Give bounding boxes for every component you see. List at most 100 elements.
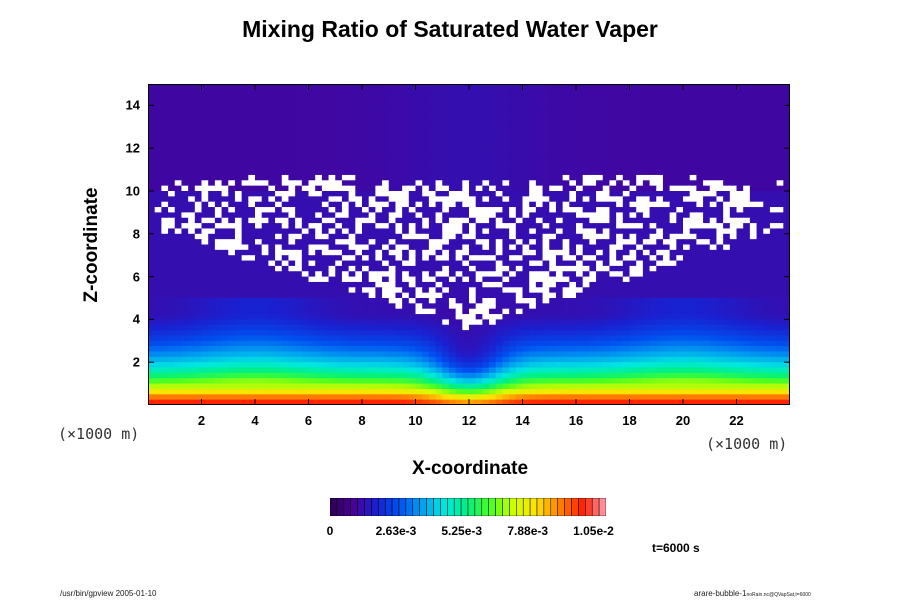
heatmap-cell (736, 292, 744, 299)
heatmap-cell (489, 223, 497, 230)
heatmap-cell (408, 271, 417, 278)
cloud-cell (368, 292, 376, 299)
heatmap-cell (703, 126, 711, 133)
heatmap-cell (422, 260, 430, 267)
heatmap-cell (729, 298, 738, 304)
cloud-cell (355, 271, 363, 278)
heatmap-cell (188, 335, 196, 342)
heatmap-cell (301, 105, 310, 112)
heatmap-cell (482, 89, 490, 96)
heatmap-cell (509, 164, 517, 171)
heatmap-cell (783, 105, 790, 112)
heatmap-cell (616, 324, 624, 331)
heatmap-cell (148, 158, 156, 165)
heatmap-cell (482, 121, 490, 128)
heatmap-cell (275, 137, 283, 144)
heatmap-cell (602, 89, 611, 96)
heatmap-cell (348, 292, 356, 299)
heatmap-cell (221, 153, 229, 160)
heatmap-cell (642, 281, 651, 288)
heatmap-cell (763, 121, 771, 128)
heatmap-cell (194, 340, 203, 347)
heatmap-cell (301, 287, 310, 294)
heatmap-cell (515, 201, 524, 208)
heatmap-cell (214, 228, 223, 235)
heatmap-cell (696, 314, 704, 320)
cloud-cell (248, 180, 256, 187)
heatmap-cell (555, 281, 564, 288)
heatmap-cell (241, 158, 249, 165)
heatmap-cell (408, 116, 417, 123)
cloud-cell (723, 201, 731, 208)
heatmap-cell (629, 228, 637, 235)
heatmap-cell (622, 330, 631, 337)
heatmap-cell (562, 196, 570, 203)
cloud-cell (502, 265, 510, 272)
heatmap-cell (161, 100, 169, 106)
heatmap-cell (341, 121, 350, 128)
heatmap-cell (555, 121, 564, 128)
cloud-cell (181, 185, 189, 192)
cloud-cell (763, 228, 771, 235)
heatmap-cell (703, 324, 711, 331)
heatmap-cell (201, 298, 209, 304)
cloud-cell (736, 191, 744, 197)
cloud-cell (388, 287, 397, 294)
heatmap-cell (629, 292, 637, 299)
heatmap-cell (335, 89, 343, 96)
heatmap-cell (328, 137, 336, 144)
heatmap-cell (214, 265, 223, 272)
heatmap-cell (696, 276, 704, 283)
cloud-cell (696, 191, 704, 197)
heatmap-cell (562, 308, 570, 315)
heatmap-cell (295, 303, 303, 310)
heatmap-cell (596, 153, 604, 160)
heatmap-cell (295, 174, 303, 181)
heatmap-cell (174, 308, 183, 315)
heatmap-cell (174, 196, 183, 203)
heatmap-cell (676, 110, 684, 117)
cloud-cell (221, 239, 229, 246)
heatmap-cell (208, 84, 216, 90)
heatmap-cell (268, 228, 276, 235)
heatmap-cell (502, 158, 510, 165)
heatmap-cell (689, 281, 697, 288)
heatmap-cell (743, 100, 751, 106)
heatmap-cell (208, 191, 216, 197)
heatmap-cell (221, 281, 229, 288)
heatmap-cell (462, 335, 470, 342)
heatmap-cell (616, 314, 624, 320)
heatmap-cell (769, 212, 778, 219)
heatmap-cell (723, 281, 731, 288)
heatmap-cell (428, 223, 437, 230)
heatmap-cell (676, 89, 684, 96)
cloud-cell (428, 196, 437, 203)
heatmap-cell (221, 265, 229, 272)
heatmap-cell (555, 340, 564, 347)
heatmap-cell (388, 94, 397, 101)
heatmap-cell (221, 105, 229, 112)
heatmap-cell (442, 308, 450, 315)
heatmap-cell (609, 223, 617, 230)
heatmap-cell (208, 244, 216, 251)
heatmap-cell (375, 351, 383, 358)
heatmap-cell (355, 110, 363, 117)
heatmap-cell (703, 340, 711, 347)
heatmap-cell (422, 201, 430, 208)
heatmap-cell (415, 196, 423, 203)
heatmap-cell (642, 330, 651, 337)
cloud-cell (729, 223, 738, 230)
heatmap-cell (428, 110, 437, 117)
heatmap-cell (589, 169, 597, 176)
heatmap-cell (636, 233, 644, 240)
heatmap-cell (489, 335, 497, 342)
heatmap-cell (589, 137, 597, 144)
cloud-cell (435, 180, 443, 187)
heatmap-cell (716, 308, 724, 315)
heatmap-cell (642, 319, 651, 326)
heatmap-cell (301, 126, 310, 133)
heatmap-cell (482, 132, 490, 139)
heatmap-cell (194, 298, 203, 304)
cloud-cell (703, 191, 711, 197)
heatmap-cell (656, 346, 664, 353)
